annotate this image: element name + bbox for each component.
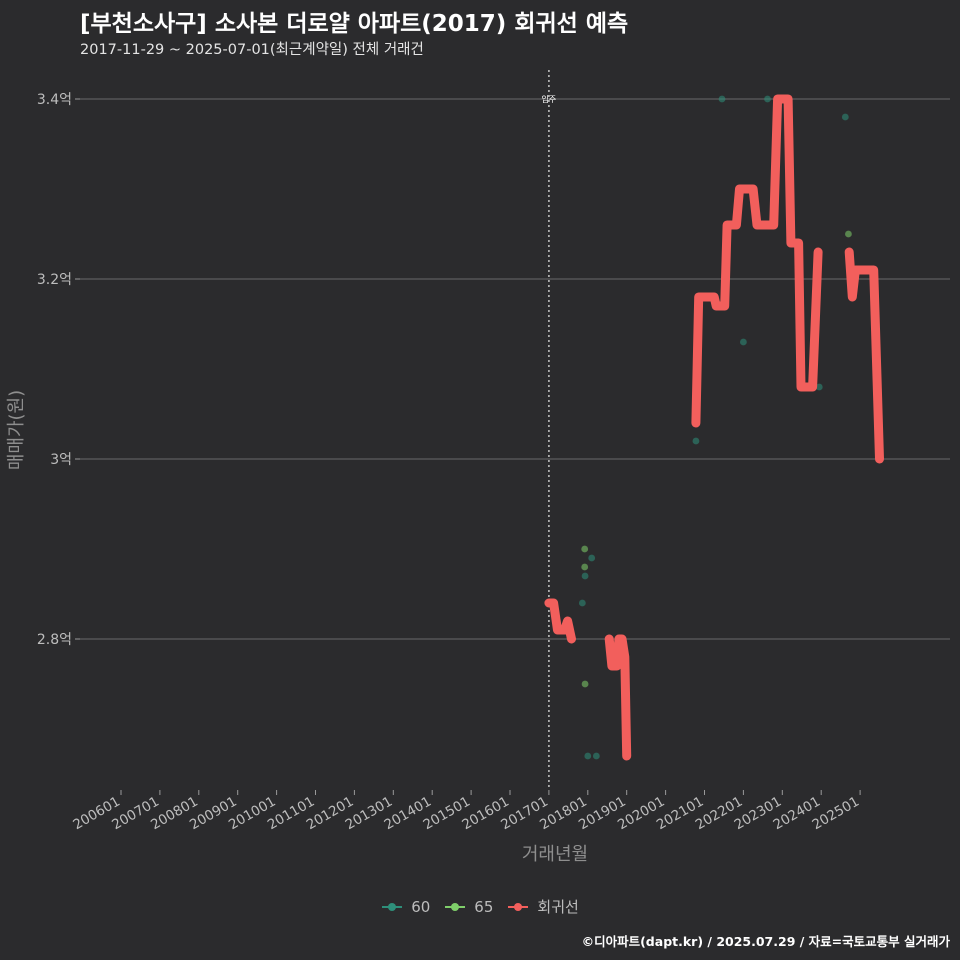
legend-item-60: 60 xyxy=(381,898,430,916)
point-60-6 xyxy=(718,95,726,103)
point-60-10 xyxy=(841,113,849,121)
point-60-7 xyxy=(740,338,747,346)
point-60-1 xyxy=(581,572,589,580)
chart-legend: 60 65 회귀선 xyxy=(0,896,960,917)
point-65-3 xyxy=(845,230,852,238)
point-60-9 xyxy=(815,383,823,391)
point-60-2 xyxy=(588,554,596,562)
regression-chart: 2.8억3억3.2억3.4억20060120070120080120090120… xyxy=(6,70,950,865)
y-tick-label-3: 3.4억 xyxy=(37,92,72,108)
chart-title: [부천소사구] 소사본 더로얄 아파트(2017) 회귀선 예측 xyxy=(80,11,629,37)
point-60-8 xyxy=(764,95,771,103)
point-65-2 xyxy=(581,680,589,688)
legend-key-regression xyxy=(507,900,529,914)
regression-line-segment-4 xyxy=(844,247,884,464)
y-axis-title: 매매가(원) xyxy=(6,390,27,470)
point-60-0 xyxy=(578,599,586,607)
point-60-4 xyxy=(592,752,600,760)
legend-key-65 xyxy=(444,900,466,914)
legend-label-60: 60 xyxy=(411,897,431,916)
legend-item-65: 65 xyxy=(444,898,493,916)
legend-label-65: 65 xyxy=(474,897,494,916)
regression-line-segment-0 xyxy=(544,598,576,644)
legend-label-regression: 회귀선 xyxy=(537,898,579,916)
chart-subtitle: 2017-11-29 ~ 2025-07-01(최근계약일) 전체 거래건 xyxy=(80,42,424,58)
point-60-5 xyxy=(692,437,700,445)
y-tick-label-2: 3.2억 xyxy=(37,272,72,288)
y-tick-label-0: 2.8억 xyxy=(37,632,72,648)
regression-line-segment-1 xyxy=(604,634,632,761)
point-65-1 xyxy=(581,563,589,571)
source-caption: ©디아파트(dapt.kr) / 2025.07.29 / 자료=국토교통부 실… xyxy=(581,934,950,949)
point-65-0 xyxy=(581,545,589,553)
legend-item-regression: 회귀선 xyxy=(507,896,579,917)
point-60-3 xyxy=(584,752,592,760)
y-tick-label-1: 3억 xyxy=(50,452,72,468)
legend-key-60 xyxy=(381,900,403,914)
x-axis-title: 거래년월 xyxy=(522,844,588,865)
move-in-label: 입주 xyxy=(542,95,557,104)
regression-line-segment-3 xyxy=(691,94,823,428)
